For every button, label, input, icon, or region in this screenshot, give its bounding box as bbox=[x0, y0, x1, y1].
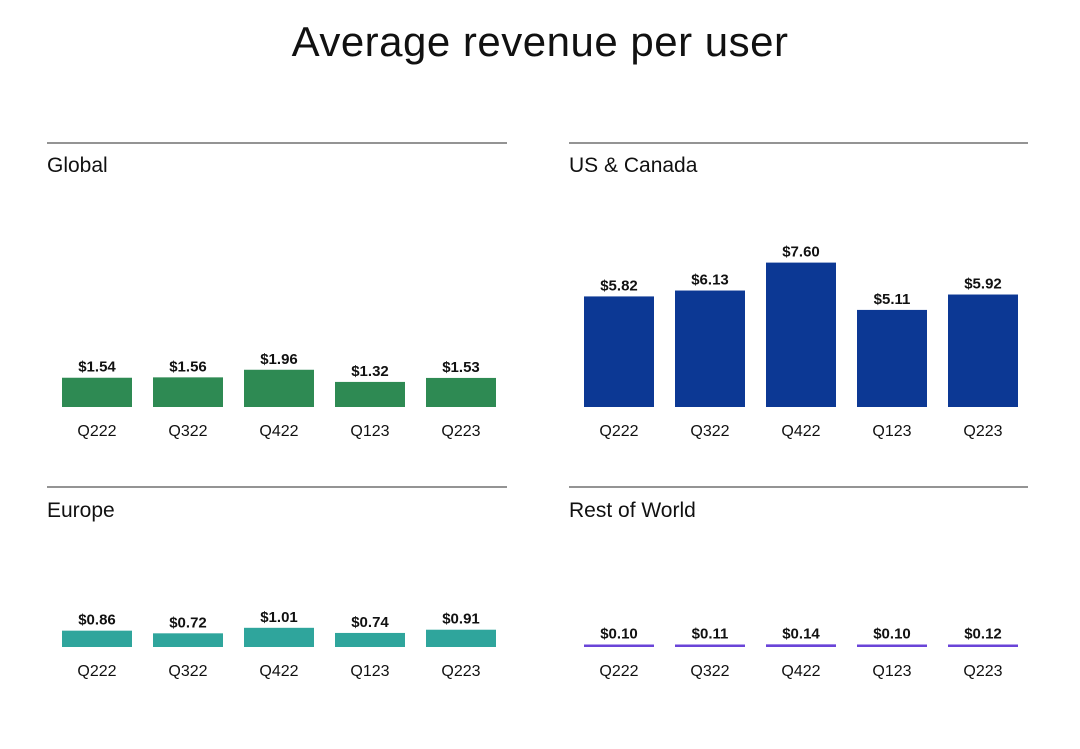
us-canada-tick-label: Q223 bbox=[963, 423, 1002, 440]
europe-bar-q223 bbox=[426, 629, 496, 647]
us-canada-bar-q322 bbox=[675, 290, 745, 407]
us-canada-data-label: $7.60 bbox=[782, 244, 820, 261]
global-data-label: $1.53 bbox=[442, 359, 480, 376]
europe-tick-label: Q222 bbox=[77, 663, 116, 680]
us-canada-data-label: $5.11 bbox=[874, 291, 911, 308]
rest-of-world-data-label: $0.10 bbox=[873, 626, 911, 643]
rest-of-world-bar-q123 bbox=[857, 644, 927, 647]
europe-tick-label: Q422 bbox=[259, 663, 298, 680]
us-canada-data-label: $5.82 bbox=[600, 277, 638, 294]
us-canada-tick-label: Q123 bbox=[872, 423, 911, 440]
rest-of-world-bar-q422 bbox=[766, 644, 836, 647]
rest-of-world-panel-title: Rest of World bbox=[569, 499, 696, 522]
global-tick-label: Q222 bbox=[77, 423, 116, 440]
global-tick-label: Q322 bbox=[168, 423, 207, 440]
europe-bar-q123 bbox=[335, 632, 405, 647]
global-bar-q422 bbox=[244, 369, 314, 407]
us-canada-tick-label: Q422 bbox=[781, 423, 820, 440]
europe-data-label: $0.74 bbox=[351, 614, 389, 631]
us-canada-bar-q123 bbox=[857, 309, 927, 407]
rest-of-world-data-label: $0.14 bbox=[782, 625, 820, 642]
us-canada-tick-label: Q222 bbox=[599, 423, 638, 440]
rest-of-world-tick-label: Q222 bbox=[599, 663, 638, 680]
global-data-label: $1.32 bbox=[351, 363, 389, 380]
europe-bar-q422 bbox=[244, 627, 314, 647]
global-data-label: $1.56 bbox=[169, 358, 207, 375]
europe-data-label: $0.91 bbox=[442, 611, 480, 628]
europe-data-label: $0.86 bbox=[78, 612, 116, 629]
global-tick-label: Q223 bbox=[441, 423, 480, 440]
europe-data-label: $0.72 bbox=[169, 614, 207, 631]
rest-of-world-bar-q222 bbox=[584, 644, 654, 647]
us-canada-data-label: $5.92 bbox=[964, 276, 1002, 293]
europe-data-label: $1.01 bbox=[260, 609, 298, 626]
global-bar-q322 bbox=[153, 377, 223, 407]
us-canada-bar-q223 bbox=[948, 294, 1018, 407]
global-tick-label: Q422 bbox=[259, 423, 298, 440]
rest-of-world-data-label: $0.10 bbox=[600, 626, 638, 643]
europe-bar-q222 bbox=[62, 630, 132, 647]
page-title: Average revenue per user bbox=[291, 18, 789, 65]
rest-of-world-bar-q322 bbox=[675, 644, 745, 647]
global-bar-q223 bbox=[426, 377, 496, 407]
global-panel-title: Global bbox=[47, 154, 108, 177]
us-canada-data-label: $6.13 bbox=[691, 272, 729, 289]
us-canada-bar-q422 bbox=[766, 262, 836, 407]
europe-tick-label: Q123 bbox=[350, 663, 389, 680]
europe-panel-title: Europe bbox=[47, 499, 115, 522]
europe-tick-label: Q322 bbox=[168, 663, 207, 680]
us-canada-panel-title: US & Canada bbox=[569, 154, 698, 177]
rest-of-world-tick-label: Q422 bbox=[781, 663, 820, 680]
global-data-label: $1.96 bbox=[260, 351, 298, 368]
rest-of-world-tick-label: Q223 bbox=[963, 663, 1002, 680]
rest-of-world-tick-label: Q123 bbox=[872, 663, 911, 680]
global-bar-q123 bbox=[335, 381, 405, 407]
global-bar-q222 bbox=[62, 377, 132, 407]
us-canada-tick-label: Q322 bbox=[690, 423, 729, 440]
europe-tick-label: Q223 bbox=[441, 663, 480, 680]
us-canada-bar-q222 bbox=[584, 296, 654, 407]
rest-of-world-tick-label: Q322 bbox=[690, 663, 729, 680]
rest-of-world-data-label: $0.11 bbox=[692, 626, 729, 643]
global-tick-label: Q123 bbox=[350, 423, 389, 440]
rest-of-world-bar-q223 bbox=[948, 644, 1018, 647]
rest-of-world-data-label: $0.12 bbox=[964, 626, 1002, 643]
global-data-label: $1.54 bbox=[78, 359, 116, 376]
europe-bar-q322 bbox=[153, 633, 223, 647]
